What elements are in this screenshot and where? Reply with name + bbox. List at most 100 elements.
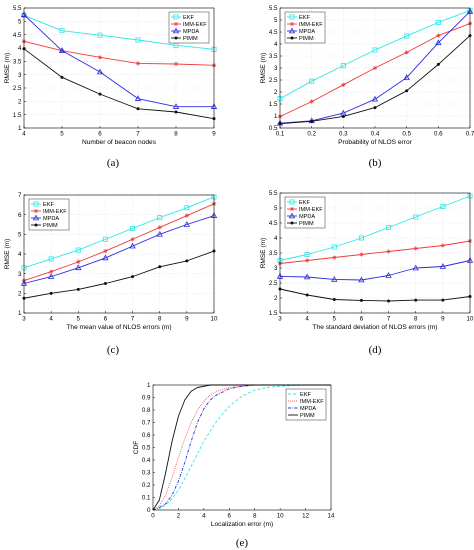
x-tick-label: 0.7	[466, 131, 474, 138]
data-point-pimm	[136, 107, 140, 111]
data-point-imm-ekf	[130, 237, 135, 242]
legend-marker-imm-ekf	[173, 21, 179, 27]
data-point-imm-ekf	[135, 61, 141, 66]
y-tick-label: 1	[274, 113, 278, 120]
y-tick-label: 3.5	[269, 250, 278, 257]
y-tick-label: 1.5	[269, 101, 278, 108]
data-point-imm-ekf	[103, 248, 108, 254]
y-tick-label: 0.8	[142, 407, 151, 414]
data-point-mpda	[358, 276, 365, 283]
data-point-mpda	[183, 221, 191, 227]
data-point-pimm	[310, 119, 314, 123]
data-point-imm-ekf	[440, 243, 445, 248]
data-point-mpda	[58, 47, 66, 53]
x-axis-label: Localization error (m)	[211, 521, 273, 528]
y-tick-label: 0.5	[269, 125, 278, 132]
x-tick-label: 12	[302, 513, 309, 520]
data-point-ekf	[331, 244, 337, 250]
x-tick-label: 0.3	[339, 131, 348, 138]
y-axis-label: RMSE (m)	[4, 53, 11, 84]
y-tick-label: 2.5	[269, 280, 278, 287]
legend-marker-pimm	[34, 223, 38, 227]
x-tick-label: 10	[467, 316, 474, 323]
data-point-pimm	[436, 62, 440, 66]
chart-2: 0.1 0.2 0.3 0.4 0.5 0.6 0.7 0.5 1 1.5 2 2.5 3 3.5 4 4.5…	[260, 5, 474, 169]
legend-marker-ekf	[33, 201, 39, 207]
y-tick-label: 5	[274, 205, 278, 212]
data-point-mpda	[403, 74, 410, 80]
y-tick-label: 0	[147, 507, 151, 514]
data-point-mpda	[439, 263, 447, 269]
y-tick-label: 0.4	[142, 457, 151, 464]
y-tick-label: 3	[18, 271, 22, 278]
x-tick-label: 8	[414, 316, 418, 323]
data-point-mpda	[134, 95, 142, 101]
data-point-imm-ekf	[404, 50, 409, 55]
legend-label-mpda: MPDA	[43, 216, 59, 222]
y-axis-label: RMSE (m)	[260, 53, 267, 84]
legend-marker-imm-ekf	[289, 21, 295, 27]
data-point-pimm	[60, 75, 64, 79]
series-line-pimm	[23, 250, 215, 299]
plot-frame	[152, 384, 332, 511]
series-line-mpda	[279, 260, 471, 281]
series-line-ekf	[152, 384, 331, 511]
x-tick-label: 5	[77, 316, 81, 323]
legend-marker-pimm	[290, 36, 294, 40]
data-point-ekf	[184, 205, 190, 211]
y-tick-label: 5	[274, 17, 278, 24]
data-point-mpda	[435, 39, 442, 46]
data-point-imm-ekf	[341, 82, 346, 87]
data-point-mpda	[412, 264, 419, 271]
y-tick-label: 5	[18, 231, 22, 238]
x-axis-label: The mean value of NLOS errors (m)	[66, 324, 171, 331]
data-point-pimm	[359, 298, 363, 302]
data-point-imm-ekf	[372, 65, 378, 71]
data-point-imm-ekf	[413, 246, 418, 251]
legend-label-pimm: PIMM	[300, 413, 315, 419]
data-point-pimm	[414, 298, 418, 302]
series-line-pimm	[279, 288, 471, 302]
x-axis-label: Probability of NLOS error	[338, 139, 412, 146]
y-tick-label: 1.5	[269, 310, 278, 317]
legend-label-imm-ekf: IMM-EKF	[183, 22, 207, 28]
data-point-ekf	[48, 256, 54, 262]
series-line-mpda	[23, 14, 214, 108]
x-tick-label: 7	[387, 316, 391, 323]
y-tick-label: 3.5	[13, 58, 22, 65]
data-point-mpda	[47, 273, 55, 279]
x-tick-label: 8	[174, 131, 178, 138]
data-point-mpda	[371, 95, 379, 102]
y-tick-label: 5	[18, 18, 22, 25]
legend-marker-mpda	[32, 214, 40, 221]
data-point-imm-ekf	[184, 213, 189, 218]
y-tick-label: 6	[18, 212, 22, 219]
series-line-ekf	[23, 196, 215, 269]
legend-label-imm-ekf: IMM-EKF	[299, 207, 323, 213]
y-tick-label: 0.6	[142, 432, 151, 439]
legend-label-pimm: PIMM	[299, 221, 314, 227]
y-tick-label: 5.5	[13, 5, 22, 12]
y-tick-label: 1.5	[13, 112, 22, 119]
series-line-imm-ekf	[152, 384, 331, 511]
legend-label-ekf: EKF	[299, 200, 310, 206]
series-line-ekf	[279, 9, 471, 100]
series-line-pimm	[23, 48, 215, 120]
chart-caption: (e)	[236, 537, 249, 549]
legend-label-ekf: EKF	[300, 392, 311, 398]
legend-marker-mpda	[288, 212, 296, 219]
y-tick-label: 2.5	[13, 85, 22, 92]
legend-marker-mpda	[172, 27, 180, 34]
legend-label-imm-ekf: IMM-EKF	[300, 399, 324, 405]
data-point-ekf	[157, 215, 163, 221]
y-tick-label: 2	[274, 89, 278, 96]
y-tick-label: 4	[274, 235, 278, 242]
series-line-mpda	[152, 384, 331, 511]
data-point-mpda	[96, 68, 104, 75]
y-tick-label: 3	[274, 65, 278, 72]
x-tick-label: 0.5	[402, 131, 411, 138]
data-point-pimm	[441, 298, 445, 302]
